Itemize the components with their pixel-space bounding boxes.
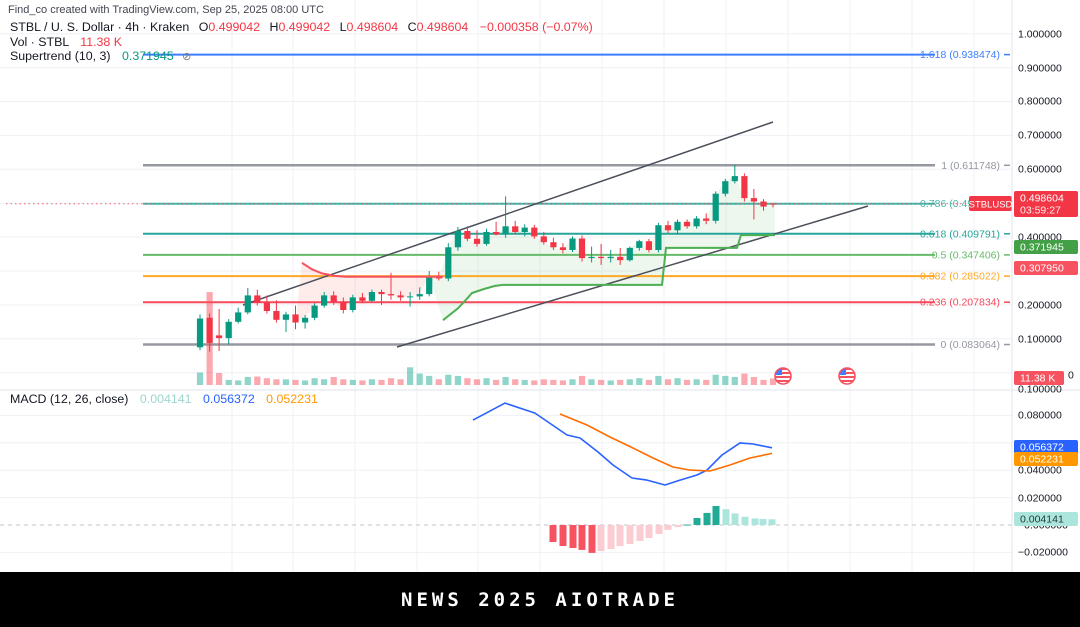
news-banner: NEWS 2025 AIOTRADE	[0, 572, 1080, 627]
grid	[0, 0, 1012, 572]
svg-text:0.700000: 0.700000	[1018, 130, 1062, 142]
svg-text:0.236 (0.207834): 0.236 (0.207834)	[920, 297, 1000, 309]
symbol-legend-row: STBL / U. S. Dollar · 4h · Kraken O0.499…	[10, 20, 593, 35]
volume-legend-row: Vol · STBL 11.38 K	[10, 34, 593, 50]
svg-text:1.618 (0.938474): 1.618 (0.938474)	[920, 49, 1000, 61]
svg-text:0.004141: 0.004141	[1020, 514, 1064, 526]
close-label: C	[407, 20, 417, 34]
svg-text:0.040000: 0.040000	[1018, 465, 1062, 477]
symbol-price-label: STBLUSD	[969, 196, 1013, 211]
macd-legend-row: MACD (12, 26, close) 0.004141 0.056372 0…	[10, 392, 318, 406]
change-value: −0.000358 (−0.07%)	[479, 20, 593, 34]
svg-text:11.38 K: 11.38 K	[1020, 373, 1055, 385]
macd-label: MACD (12, 26, close)	[10, 392, 129, 406]
svg-text:0.371945: 0.371945	[1020, 242, 1064, 254]
high-value: 0.499042	[278, 20, 331, 34]
supertrend-red-line	[301, 262, 443, 278]
svg-text:0.900000: 0.900000	[1018, 63, 1062, 75]
chart-canvas[interactable]: 1.618 (0.938474)1 (0.611748)0.786 (0.498…	[0, 0, 1080, 572]
svg-text:03:59:27: 03:59:27	[1020, 205, 1061, 217]
svg-text:0.800000: 0.800000	[1018, 96, 1062, 108]
svg-text:0: 0	[1068, 370, 1074, 382]
credit-text: Find_co created with TradingView.com, Se…	[8, 4, 324, 16]
symbol-title: STBL / U. S. Dollar · 4h · Kraken	[10, 20, 190, 34]
supertrend-label: Supertrend (10, 3)	[10, 49, 111, 63]
supertrend-value: 0.371945	[122, 49, 174, 63]
open-label: O	[198, 20, 209, 34]
supertrend-legend-row: Supertrend (10, 3) 0.371945 ⊘	[10, 49, 593, 65]
volume-label: Vol · STBL	[10, 34, 69, 49]
svg-text:0.600000: 0.600000	[1018, 164, 1062, 176]
news-banner-text: NEWS 2025 AIOTRADE	[401, 588, 679, 611]
macd-pane	[0, 402, 1012, 553]
svg-text:0.5 (0.347406): 0.5 (0.347406)	[932, 249, 1000, 261]
svg-text:STBLUSD: STBLUSD	[969, 200, 1013, 211]
supertrend-green-line	[442, 234, 775, 321]
fib-retracement-lines[interactable]	[143, 53, 935, 346]
macd-line-value: 0.056372	[203, 392, 255, 406]
low-label: L	[339, 20, 347, 34]
chart-legend: STBL / U. S. Dollar · 4h · Kraken O0.499…	[10, 20, 593, 66]
hide-indicator-icon[interactable]: ⊘	[182, 51, 192, 63]
high-label: H	[269, 20, 279, 34]
svg-text:0.200000: 0.200000	[1018, 300, 1062, 312]
candlestick-series	[196, 164, 777, 352]
open-value: 0.499042	[208, 20, 261, 34]
svg-text:0.052231: 0.052231	[1020, 454, 1064, 466]
volume-value: 11.38 K	[80, 34, 123, 49]
svg-text:1.000000: 1.000000	[1018, 29, 1062, 41]
svg-text:0.080000: 0.080000	[1018, 410, 1062, 422]
macd-line	[472, 402, 773, 486]
svg-text:0.498604: 0.498604	[1020, 193, 1064, 205]
economic-event-flag-icons[interactable]	[774, 367, 856, 385]
macd-hist-value: 0.004141	[139, 392, 192, 406]
svg-text:0.618 (0.409791): 0.618 (0.409791)	[920, 228, 1000, 240]
svg-text:0 (0.083064): 0 (0.083064)	[940, 339, 1000, 351]
macd-signal-value: 0.052231	[266, 392, 318, 406]
close-value: 0.498604	[416, 20, 469, 34]
svg-text:0.100000: 0.100000	[1018, 384, 1062, 396]
price-scale[interactable]: 1.000000 0.900000 0.800000 0.700000 0.600000…	[1014, 29, 1078, 559]
svg-text:−0.020000: −0.020000	[1018, 547, 1068, 559]
svg-text:0.020000: 0.020000	[1018, 493, 1062, 505]
macd-signal-line	[559, 413, 773, 472]
low-value: 0.498604	[346, 20, 399, 34]
svg-text:0.307950: 0.307950	[1020, 263, 1064, 275]
svg-text:1 (0.611748): 1 (0.611748)	[941, 160, 1000, 172]
svg-text:0.056372: 0.056372	[1020, 442, 1064, 454]
svg-text:0.382 (0.285022): 0.382 (0.285022)	[920, 271, 1000, 283]
svg-text:0.100000: 0.100000	[1018, 334, 1062, 346]
